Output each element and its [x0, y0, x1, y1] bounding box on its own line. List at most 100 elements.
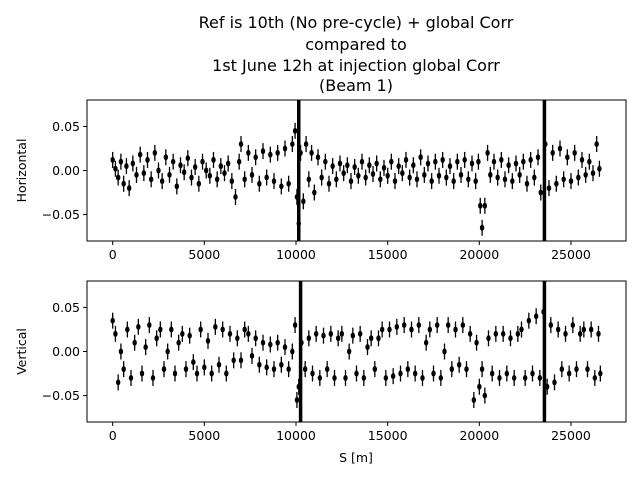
vertical-point	[282, 339, 288, 356]
horizontal-y-axis-label: Horizontal	[14, 139, 29, 203]
point-marker	[460, 322, 466, 329]
horizontal-x-tick-label: 10000	[276, 247, 316, 262]
point-marker	[268, 341, 273, 348]
vertical-point	[354, 365, 359, 382]
point-marker	[118, 158, 124, 165]
vertical-point	[231, 352, 236, 369]
vertical-point	[427, 321, 433, 338]
point-marker	[172, 370, 178, 377]
horizontal-point	[178, 157, 183, 174]
horizontal-point	[296, 215, 301, 232]
vertical-point	[115, 374, 121, 391]
point-marker	[568, 178, 574, 185]
horizontal-point	[561, 171, 566, 188]
vertical-point	[434, 317, 440, 334]
point-marker	[110, 156, 115, 163]
point-marker	[444, 174, 449, 181]
point-marker	[335, 335, 341, 342]
vertical-point	[313, 325, 319, 342]
vertical-point	[541, 303, 546, 320]
point-marker	[121, 366, 126, 373]
point-marker	[548, 322, 554, 329]
point-marker	[246, 149, 251, 156]
vertical-point	[552, 374, 557, 391]
horizontal-point	[488, 166, 493, 183]
vertical-point	[357, 325, 363, 342]
point-marker	[253, 154, 258, 161]
point-marker	[482, 392, 488, 399]
point-marker	[143, 344, 148, 351]
horizontal-point	[374, 155, 379, 172]
point-marker	[530, 370, 535, 377]
point-marker	[346, 348, 352, 355]
point-marker	[220, 326, 225, 333]
point-marker	[590, 170, 596, 177]
point-marker	[412, 370, 418, 377]
vertical-panel: 0 5000 10000 15000 20000 25000 −0.05 0.00 0.05 Ve…	[14, 280, 627, 443]
horizontal-point	[565, 149, 570, 166]
point-marker	[442, 348, 447, 355]
vertical-point	[361, 369, 367, 386]
horizontal-point	[594, 136, 599, 153]
vertical-point	[125, 321, 130, 338]
point-marker	[319, 174, 324, 181]
horizontal-point	[298, 144, 303, 161]
point-marker	[159, 178, 165, 185]
horizontal-point	[200, 153, 205, 170]
point-marker	[279, 183, 284, 190]
horizontal-point	[181, 164, 187, 181]
point-marker	[209, 370, 214, 377]
horizontal-point	[222, 165, 227, 182]
point-marker	[491, 158, 497, 165]
horizontal-point	[469, 155, 475, 172]
point-marker	[334, 176, 339, 183]
point-marker	[148, 176, 154, 183]
point-marker	[458, 171, 464, 178]
point-marker	[345, 162, 350, 169]
point-marker	[383, 374, 389, 381]
point-marker	[126, 185, 132, 192]
horizontal-point	[174, 178, 180, 195]
point-marker	[169, 326, 174, 333]
point-marker	[121, 180, 126, 187]
vertical-point	[537, 369, 543, 386]
point-marker	[524, 180, 530, 187]
point-marker	[533, 313, 539, 320]
point-marker	[242, 176, 247, 183]
point-marker	[511, 374, 517, 381]
vertical-point	[555, 321, 561, 338]
point-marker	[579, 156, 585, 163]
horizontal-point	[554, 175, 559, 192]
point-marker	[378, 176, 383, 183]
vertical-point	[416, 317, 422, 334]
vertical-x-tick-label: 0	[109, 428, 117, 443]
vertical-point	[350, 327, 356, 344]
point-marker	[537, 374, 543, 381]
horizontal-point	[550, 144, 555, 161]
point-marker	[298, 149, 303, 156]
vertical-point	[372, 361, 378, 378]
horizontal-point	[203, 162, 209, 179]
horizontal-point	[517, 166, 522, 183]
point-marker	[207, 172, 213, 179]
point-marker	[374, 160, 379, 167]
vertical-point	[477, 378, 482, 395]
vertical-point	[324, 361, 330, 378]
horizontal-point	[532, 169, 537, 186]
point-marker	[541, 308, 546, 315]
horizontal-point	[425, 155, 431, 172]
vertical-point	[515, 325, 521, 342]
point-marker	[110, 317, 115, 324]
point-marker	[321, 332, 326, 339]
point-marker	[434, 322, 440, 329]
point-marker	[302, 366, 308, 373]
point-marker	[282, 145, 288, 152]
point-marker	[418, 154, 423, 161]
vertical-point	[566, 365, 572, 382]
vertical-y-axis-label: Vertical	[14, 328, 29, 375]
point-marker	[296, 220, 301, 227]
point-marker	[581, 326, 587, 333]
point-marker	[242, 326, 247, 333]
vertical-point	[202, 359, 207, 376]
point-marker	[577, 330, 583, 337]
